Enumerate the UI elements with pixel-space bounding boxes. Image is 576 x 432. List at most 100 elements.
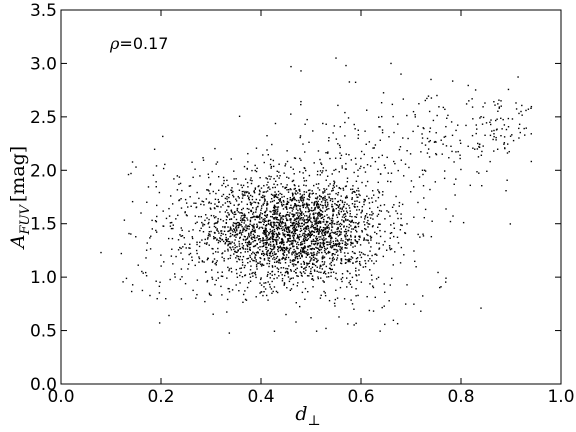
- data-point: [310, 248, 313, 251]
- data-point: [282, 226, 284, 228]
- data-point: [442, 106, 445, 109]
- data-point: [212, 260, 214, 262]
- data-point: [433, 141, 436, 143]
- data-point: [273, 196, 275, 199]
- data-point: [274, 211, 276, 213]
- data-point: [222, 220, 225, 222]
- data-point: [289, 219, 291, 221]
- data-point: [279, 242, 281, 244]
- data-point: [306, 221, 309, 224]
- data-point: [509, 135, 512, 137]
- data-point: [306, 218, 309, 220]
- data-point: [338, 213, 340, 215]
- data-point: [515, 102, 517, 104]
- data-point: [259, 218, 261, 220]
- data-point: [280, 241, 282, 244]
- data-point: [427, 95, 430, 97]
- data-point: [232, 225, 235, 227]
- data-point: [296, 257, 299, 260]
- data-point: [207, 222, 209, 225]
- data-point: [292, 226, 295, 229]
- data-point: [254, 187, 257, 189]
- data-point: [271, 233, 273, 235]
- data-point: [234, 246, 236, 249]
- data-point: [365, 143, 367, 145]
- data-point: [242, 248, 245, 250]
- data-point: [284, 236, 287, 238]
- data-point: [296, 223, 299, 225]
- data-point: [384, 230, 386, 233]
- data-point: [325, 220, 328, 223]
- data-point: [359, 254, 361, 256]
- data-point: [384, 323, 386, 326]
- data-point: [242, 217, 244, 220]
- data-point: [300, 272, 303, 274]
- data-point: [238, 224, 240, 226]
- data-point: [305, 256, 307, 258]
- data-point: [230, 189, 233, 192]
- data-point: [271, 252, 274, 255]
- data-point: [394, 251, 396, 253]
- data-point: [331, 224, 333, 226]
- data-point: [333, 223, 336, 225]
- data-point: [324, 195, 326, 198]
- data-point: [414, 260, 416, 263]
- data-point: [445, 145, 448, 147]
- data-point: [332, 189, 334, 192]
- data-point: [302, 172, 304, 174]
- data-point: [308, 246, 310, 248]
- data-point: [379, 204, 382, 207]
- data-point: [299, 135, 302, 137]
- data-point: [305, 269, 307, 271]
- data-point: [317, 150, 320, 152]
- data-point: [268, 232, 271, 235]
- data-point: [293, 205, 296, 207]
- data-point: [341, 242, 344, 245]
- data-point: [361, 209, 363, 212]
- data-point: [216, 222, 218, 224]
- data-point: [319, 264, 322, 267]
- data-point: [298, 236, 300, 238]
- data-point: [229, 218, 231, 221]
- data-point: [247, 257, 249, 260]
- data-point: [247, 250, 249, 253]
- data-point: [327, 185, 330, 187]
- data-point: [215, 261, 218, 264]
- data-point: [344, 234, 346, 236]
- data-point: [317, 200, 319, 203]
- data-point: [211, 278, 214, 280]
- data-point: [158, 292, 161, 294]
- data-point: [371, 279, 373, 281]
- data-point: [446, 117, 448, 119]
- data-point: [328, 226, 330, 229]
- data-point: [344, 243, 346, 246]
- data-point: [316, 203, 319, 205]
- data-point: [296, 245, 298, 248]
- data-point: [314, 201, 316, 203]
- data-point: [420, 310, 422, 312]
- data-point: [271, 229, 274, 232]
- data-point: [263, 195, 266, 197]
- data-point: [128, 232, 130, 235]
- data-point: [341, 280, 343, 283]
- data-point: [303, 235, 305, 238]
- data-point: [330, 247, 333, 249]
- data-point: [320, 210, 323, 212]
- data-point: [273, 228, 276, 231]
- data-point: [242, 219, 244, 221]
- data-point: [202, 157, 204, 159]
- data-point: [311, 278, 313, 280]
- data-point: [391, 277, 393, 280]
- data-point: [223, 179, 225, 182]
- data-point: [270, 175, 272, 178]
- data-point: [272, 248, 275, 250]
- data-point: [346, 239, 349, 241]
- data-point: [377, 196, 380, 199]
- data-point: [225, 236, 227, 239]
- data-point: [318, 205, 320, 207]
- data-point: [233, 228, 235, 230]
- data-point: [343, 230, 346, 233]
- data-point: [511, 118, 514, 120]
- data-point: [313, 231, 315, 233]
- data-point: [320, 217, 323, 219]
